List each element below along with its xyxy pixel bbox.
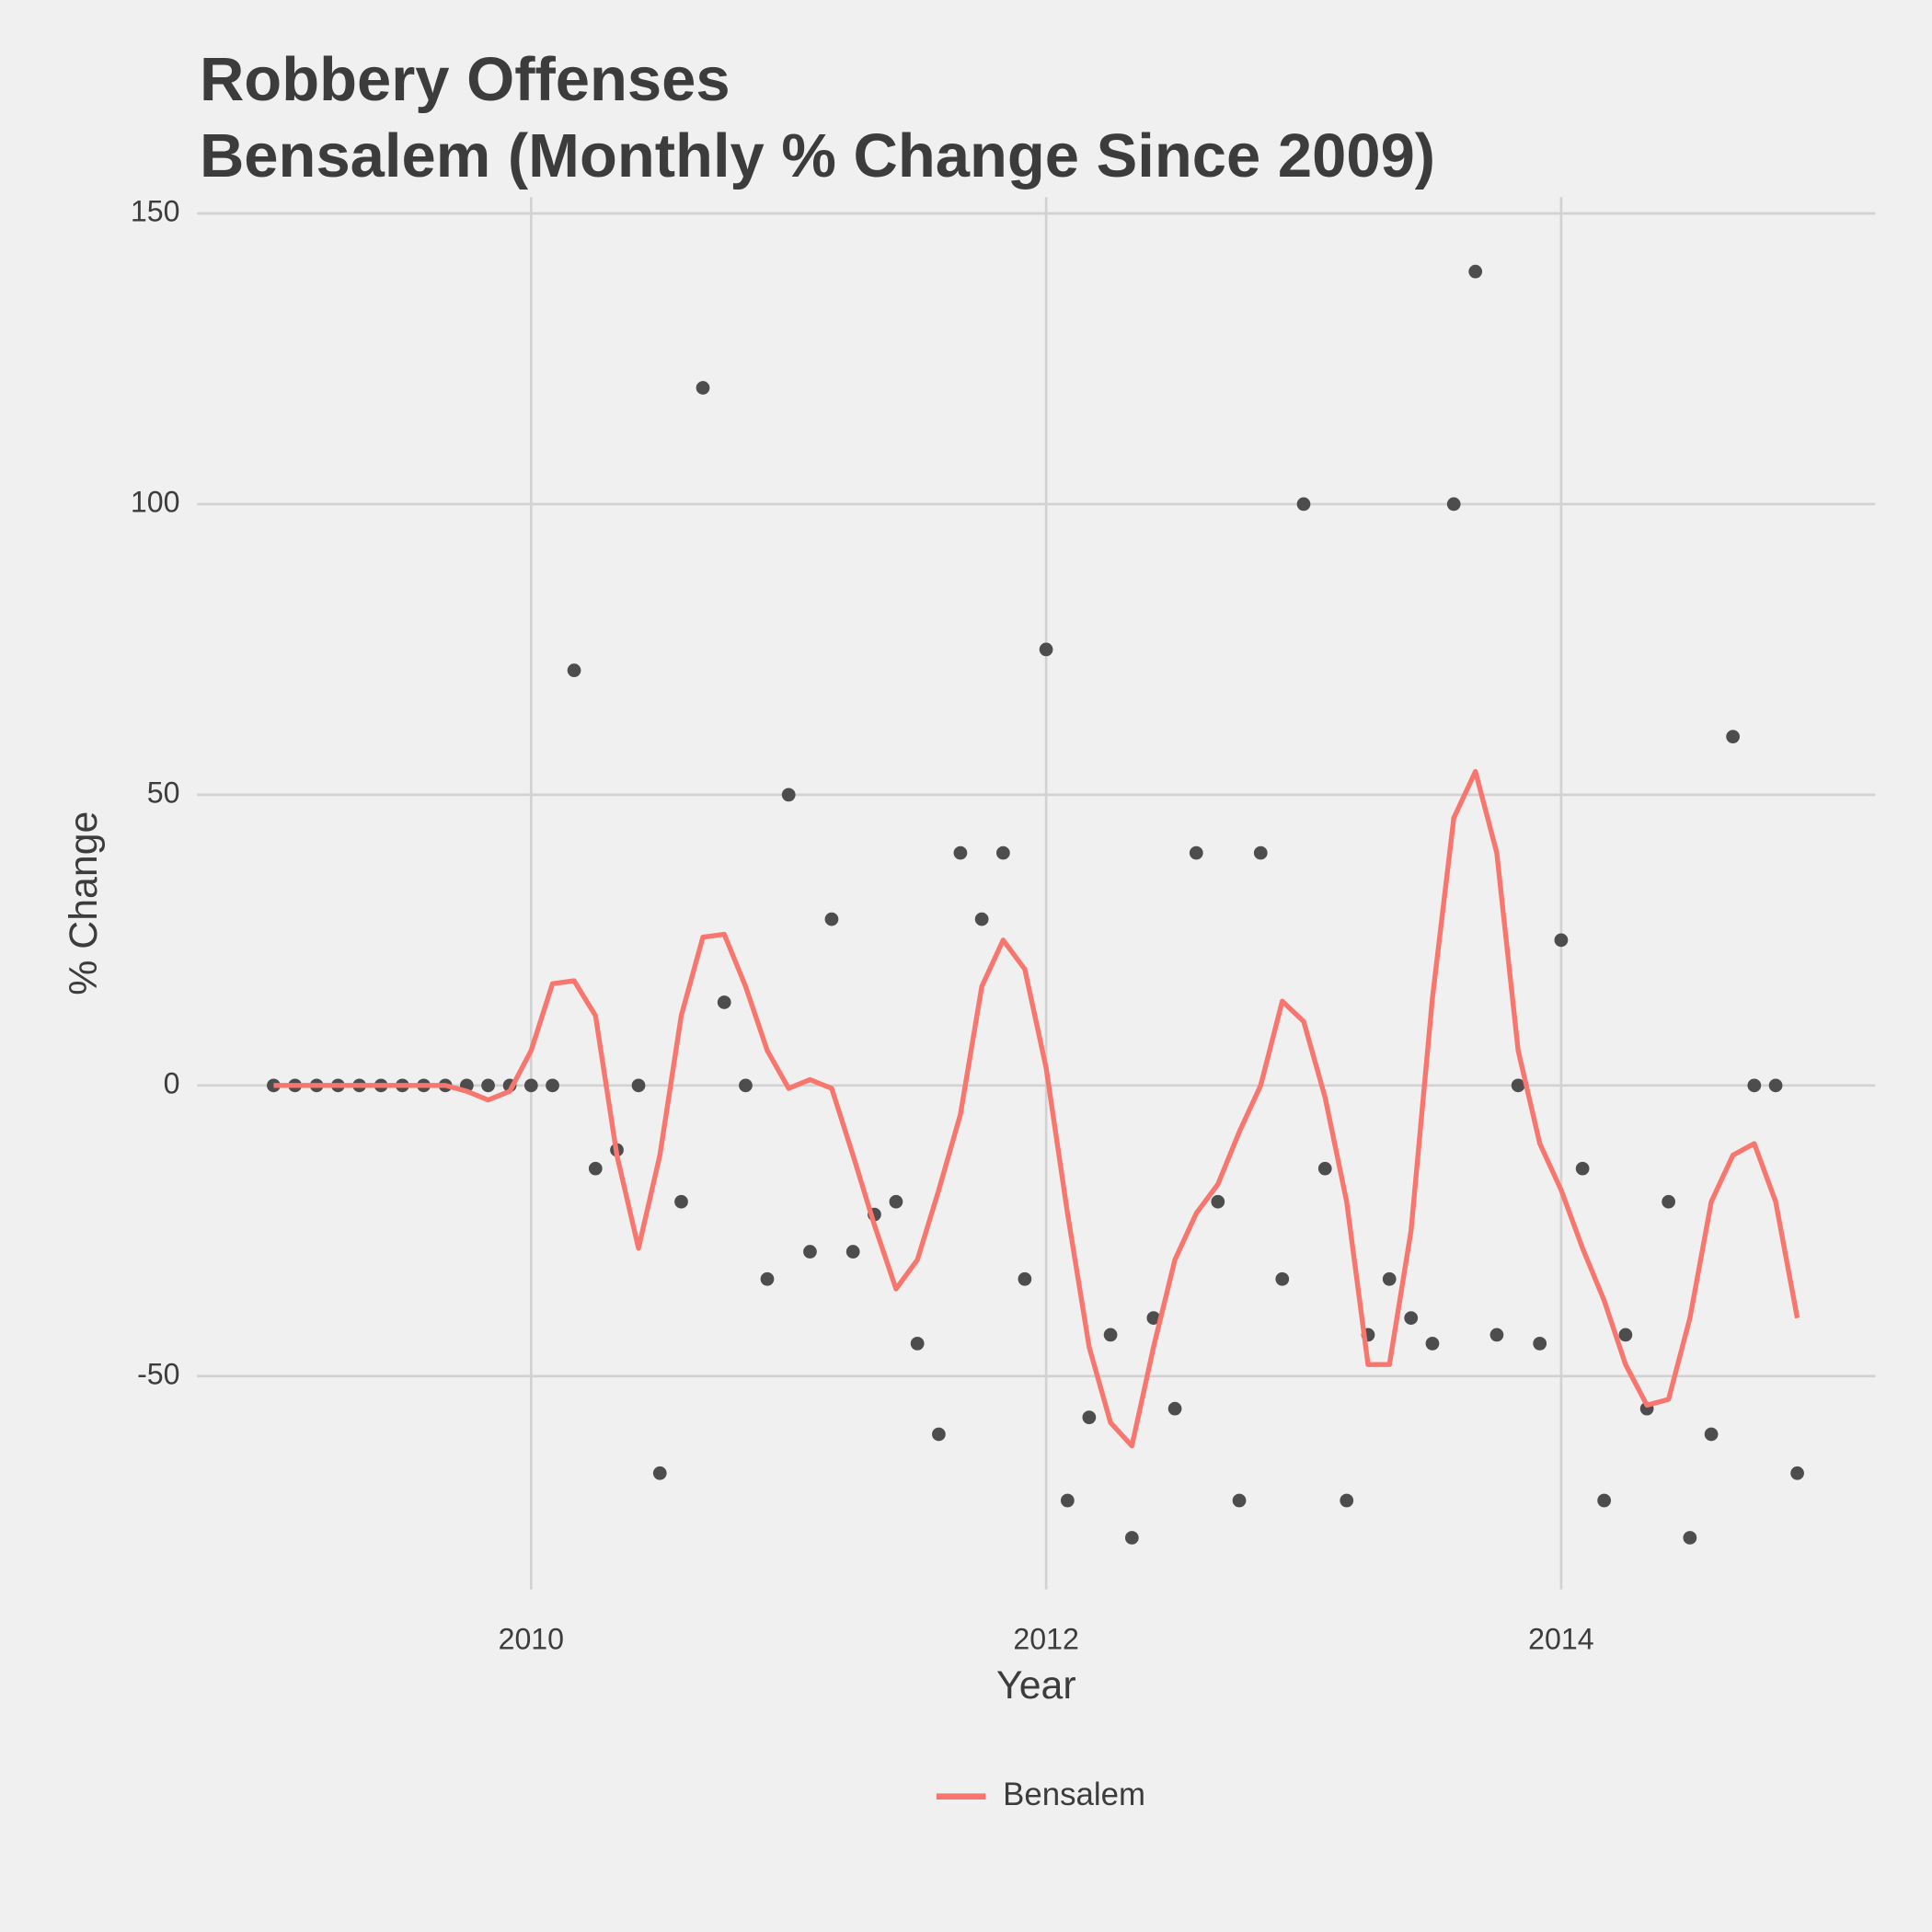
data-point <box>1683 1531 1697 1545</box>
x-tick-label: 2014 <box>1528 1622 1593 1655</box>
data-point <box>781 788 796 802</box>
data-point <box>1533 1337 1547 1351</box>
x-tick-label: 2010 <box>499 1622 564 1655</box>
y-axis-label: % Change <box>62 811 106 995</box>
data-point <box>1146 1311 1161 1325</box>
data-point <box>1382 1271 1397 1286</box>
data-point <box>1018 1271 1032 1286</box>
data-point <box>1082 1410 1097 1425</box>
data-point <box>1704 1427 1719 1442</box>
data-point <box>1468 264 1483 279</box>
data-point <box>1124 1531 1139 1545</box>
data-point <box>1425 1337 1440 1351</box>
chart-title: Robbery Offenses <box>200 45 730 114</box>
data-point <box>1340 1493 1354 1508</box>
data-point <box>1790 1466 1804 1480</box>
data-point <box>1446 497 1461 512</box>
data-point <box>631 1078 646 1093</box>
data-point <box>1747 1078 1762 1093</box>
y-tick-label: -50 <box>137 1357 179 1390</box>
chart-subtitle: Bensalem (Monthly % Change Since 2009) <box>200 121 1435 190</box>
data-point <box>1275 1271 1290 1286</box>
y-tick-label: 150 <box>131 194 180 227</box>
data-point <box>824 912 839 926</box>
series-line <box>273 768 1800 1449</box>
data-point <box>567 663 581 678</box>
data-point <box>1167 1401 1182 1416</box>
y-tick-label: 0 <box>164 1066 180 1099</box>
y-tick-label: 50 <box>147 776 180 809</box>
data-point <box>1189 845 1203 860</box>
data-point <box>1296 497 1311 512</box>
data-point <box>932 1427 946 1442</box>
data-point <box>1232 1493 1247 1508</box>
data-point <box>717 995 731 1009</box>
data-point <box>481 1078 495 1093</box>
legend-label: Bensalem <box>1003 1777 1145 1812</box>
data-point <box>974 912 989 926</box>
data-point <box>696 381 710 395</box>
data-point <box>674 1194 688 1209</box>
data-point <box>1575 1161 1590 1176</box>
data-point <box>1662 1194 1675 1209</box>
data-point <box>1211 1194 1225 1209</box>
data-point <box>1597 1493 1612 1508</box>
data-point <box>1404 1311 1419 1325</box>
data-point <box>652 1466 667 1480</box>
data-point <box>588 1161 603 1176</box>
data-point <box>1060 1493 1075 1508</box>
x-tick-label: 2012 <box>1013 1622 1078 1655</box>
data-point <box>803 1245 817 1259</box>
y-tick-label: 100 <box>131 485 180 518</box>
data-point <box>845 1245 860 1259</box>
data-point <box>1317 1161 1332 1176</box>
data-point <box>523 1078 538 1093</box>
data-point <box>546 1078 559 1093</box>
data-point <box>1511 1078 1525 1093</box>
x-axis-label: Year <box>996 1663 1076 1708</box>
data-point <box>1103 1328 1118 1342</box>
data-point <box>1618 1328 1633 1342</box>
data-point <box>1489 1328 1504 1342</box>
data-point <box>1554 933 1569 948</box>
data-point <box>910 1337 925 1351</box>
data-point <box>760 1271 775 1286</box>
data-point <box>1768 1078 1783 1093</box>
data-point <box>1039 642 1053 657</box>
data-point <box>1726 730 1740 744</box>
data-point <box>739 1078 753 1093</box>
data-point <box>889 1194 903 1209</box>
data-point <box>1253 845 1268 860</box>
data-point <box>953 845 968 860</box>
data-point <box>996 845 1010 860</box>
